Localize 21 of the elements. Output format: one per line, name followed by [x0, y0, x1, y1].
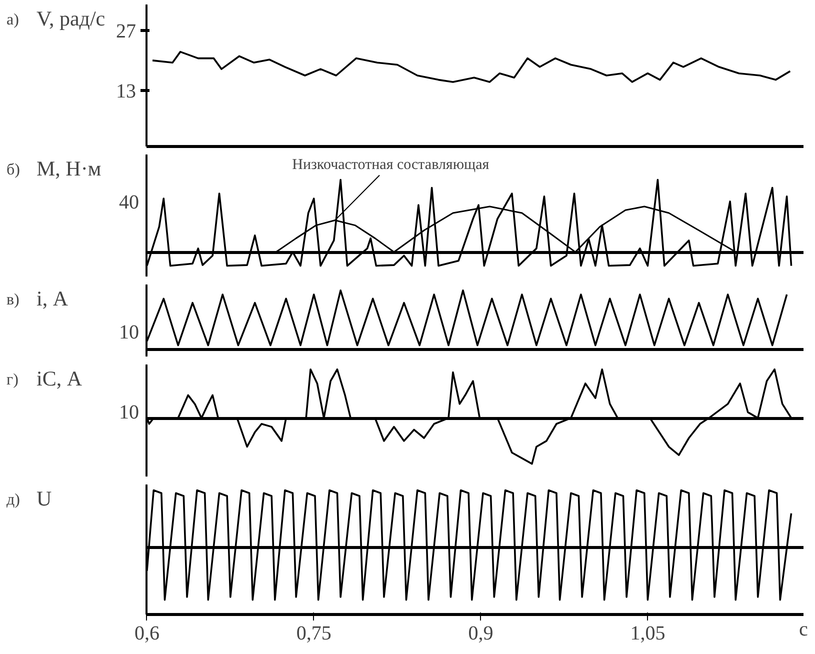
x-tick-label: 1,05 [630, 622, 666, 644]
text: г) [6, 372, 18, 388]
y-axis-title: M, Н·м [36, 156, 102, 180]
x-axis-title: с [799, 618, 808, 640]
text: 40 [118, 192, 139, 214]
text: 10 [118, 402, 139, 424]
x-tick-label: 0,6 [134, 622, 160, 644]
y-axis-title: V, рад/с [36, 6, 106, 30]
y-axis-title: U [36, 486, 52, 510]
y-tick-label: 13 [116, 80, 136, 103]
y-axis-title: iC, А [36, 366, 83, 390]
text: 10 [118, 322, 139, 344]
text: б) [6, 162, 20, 178]
y-axis-title: i, А [36, 286, 69, 310]
annotation: Низкочастотная составляющая [292, 156, 490, 173]
x-tick-label: 0,75 [296, 622, 332, 644]
text: а) [6, 12, 19, 28]
y-tick-label: 27 [116, 20, 136, 42]
x-tick-label: 0,9 [468, 622, 494, 644]
text: д) [6, 492, 20, 508]
text: в) [6, 292, 20, 308]
